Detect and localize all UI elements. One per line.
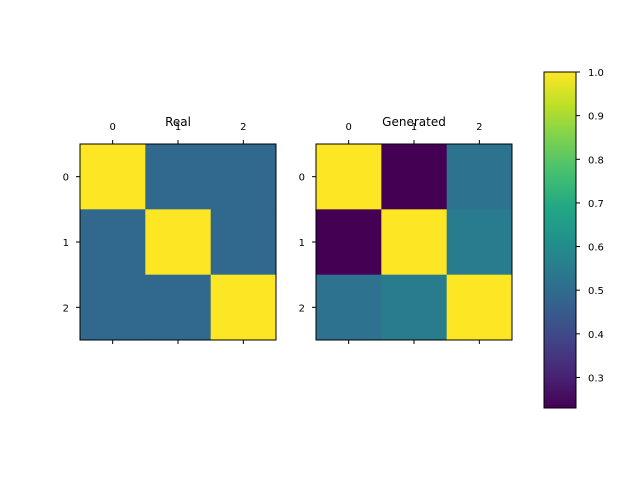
heatmap-real-cell-1-0: [80, 209, 146, 276]
colorbar-tick-label-5: 0.8: [588, 155, 604, 166]
colorbar-tick-label-3: 0.6: [588, 243, 604, 254]
colorbar: 0.3 0.4 0.5 0.6 0.7 0.8 0.9 1.0: [543, 68, 604, 409]
heatmap-generated-xtick-label-2: 2: [476, 122, 482, 133]
heatmap-real-cell-1-2: [210, 209, 277, 276]
heatmap-generated-cell-2-2: [446, 274, 513, 341]
heatmap-real-cell-2-1: [145, 274, 212, 341]
heatmap-generated: Generated 0 1 2 0 1 2: [299, 115, 513, 344]
colorbar-tick-label-1: 0.4: [588, 330, 604, 341]
heatmap-generated-ytick-label-0: 0: [299, 173, 305, 184]
heatmap-real-ytick-label-0: 0: [63, 173, 69, 184]
heatmap-real-cell-0-0: [80, 144, 146, 210]
colorbar-gradient: [544, 72, 576, 408]
heatmap-generated-ytick-label-1: 1: [299, 238, 305, 249]
colorbar-tick-label-0: 0.3: [588, 373, 604, 384]
heatmap-real-cell-2-0: [80, 274, 146, 341]
heatmap-generated-ytick-label-2: 2: [299, 303, 305, 314]
heatmap-generated-cell-1-2: [446, 209, 513, 276]
heatmap-real-cell-2-2: [210, 274, 277, 341]
heatmap-generated-cell-1-0: [316, 209, 382, 276]
heatmap-real-xtick-label-1: 1: [175, 122, 181, 133]
heatmap-real: Real 0 1 2 0 1 2: [63, 115, 277, 344]
heatmap-generated-cell-0-0: [316, 144, 382, 210]
heatmap-real-title: Real: [165, 115, 191, 129]
heatmap-real-xtick-label-2: 2: [240, 122, 246, 133]
heatmap-generated-cell-0-1: [381, 144, 448, 210]
heatmap-real-ytick-label-1: 1: [63, 238, 69, 249]
heatmap-real-xtick-label-0: 0: [109, 122, 115, 133]
colorbar-frame: [543, 71, 577, 409]
colorbar-tick-label-2: 0.5: [588, 286, 604, 297]
colorbar-tick-label-4: 0.7: [588, 199, 604, 210]
heatmap-generated-cell-2-0: [316, 274, 382, 341]
heatmap-generated-cell-1-1: [381, 209, 448, 276]
heatmap-generated-xtick-label-0: 0: [345, 122, 351, 133]
heatmap-generated-xtick-label-1: 1: [411, 122, 417, 133]
colorbar-tick-label-6: 0.9: [588, 112, 604, 123]
heatmap-generated-title: Generated: [382, 115, 446, 129]
heatmap-generated-cell-0-2: [446, 144, 513, 210]
heatmap-real-cell-0-1: [145, 144, 212, 210]
heatmap-real-cell-1-1: [145, 209, 212, 276]
heatmap-real-ytick-label-2: 2: [63, 303, 69, 314]
heatmap-generated-cell-2-1: [381, 274, 448, 341]
heatmap-real-cell-0-2: [210, 144, 277, 210]
colorbar-tick-label-7: 1.0: [588, 68, 604, 79]
